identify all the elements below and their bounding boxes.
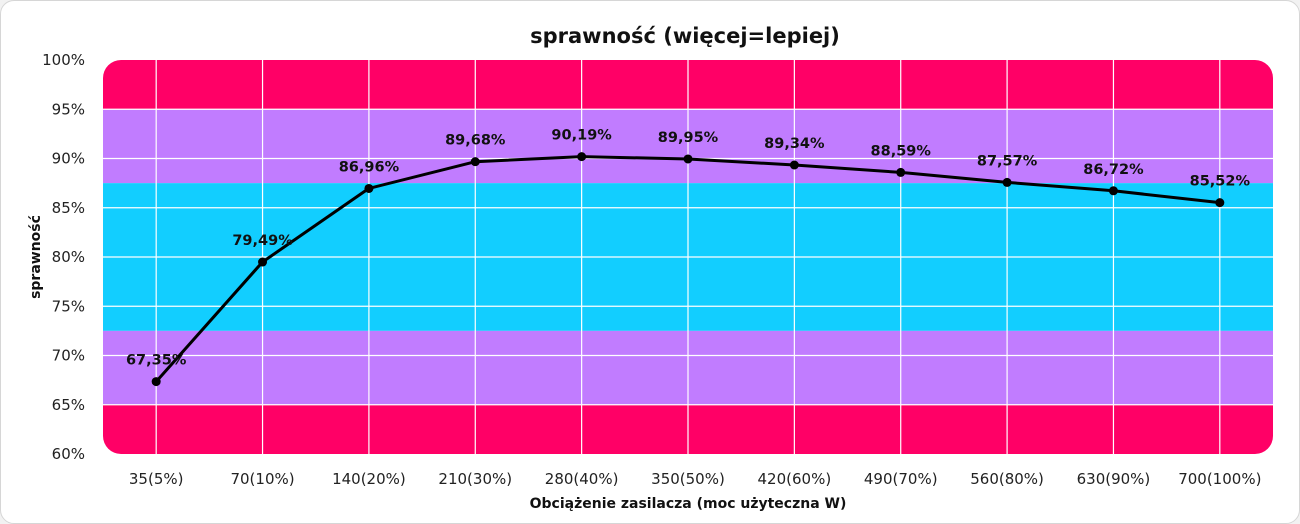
y-tick-label: 100% — [42, 51, 85, 69]
data-label: 85,52% — [1190, 174, 1251, 190]
data-label: 79,49% — [232, 233, 293, 249]
chart-title: sprawność (więcej=lepiej) — [530, 24, 840, 48]
data-label: 89,95% — [658, 130, 719, 146]
y-tick-label: 90% — [52, 150, 85, 168]
data-series — [151, 152, 1225, 387]
x-tick-label: 280(40%) — [545, 470, 619, 488]
y-axis-ticks: 60% 65% 70% 75% 80% 85% 90% 95% 100% — [42, 51, 85, 463]
data-point — [1108, 186, 1118, 196]
data-label: 89,68% — [445, 133, 506, 149]
data-label: 89,34% — [764, 136, 825, 152]
data-label: 86,96% — [339, 159, 400, 175]
y-tick-label: 75% — [52, 297, 85, 315]
x-tick-label: 70(10%) — [230, 470, 294, 488]
x-axis-label: Obciążenie zasilacza (moc użyteczna W) — [530, 496, 847, 512]
data-point — [683, 154, 693, 164]
y-tick-label: 70% — [52, 347, 85, 365]
grid-lines — [103, 60, 1273, 454]
data-label: 86,72% — [1083, 162, 1144, 178]
x-tick-label: 630(90%) — [1077, 470, 1151, 488]
data-point — [151, 377, 161, 387]
x-tick-label: 490(70%) — [864, 470, 938, 488]
x-tick-label: 700(100%) — [1178, 470, 1261, 488]
data-point — [577, 152, 587, 162]
data-point — [364, 183, 374, 193]
data-label: 87,57% — [977, 153, 1038, 169]
x-tick-label: 35(5%) — [129, 470, 184, 488]
x-tick-label: 350(50%) — [651, 470, 725, 488]
y-tick-label: 95% — [52, 100, 85, 118]
x-axis-ticks: 35(5%) 70(10%) 140(20%) 210(30%) 280(40%) 350… — [129, 470, 1262, 488]
data-point — [1002, 177, 1012, 187]
data-point — [258, 257, 268, 267]
data-label: 90,19% — [551, 128, 612, 144]
x-tick-label: 210(30%) — [438, 470, 512, 488]
y-tick-label: 80% — [52, 248, 85, 266]
data-point — [896, 167, 906, 177]
data-point — [789, 160, 799, 170]
x-tick-label: 140(20%) — [332, 470, 406, 488]
y-axis-label: sprawność — [28, 215, 44, 299]
y-tick-label: 85% — [52, 199, 85, 217]
data-label: 67,35% — [126, 353, 187, 369]
x-tick-label: 560(80%) — [970, 470, 1044, 488]
y-tick-label: 60% — [52, 445, 85, 463]
data-point — [1215, 198, 1225, 208]
data-labels: 67,35% 79,49% 86,96% 89,68% 90,19% 89,95% 89,3… — [126, 128, 1251, 369]
data-label: 88,59% — [871, 143, 932, 159]
data-point — [470, 157, 480, 167]
y-tick-label: 65% — [52, 396, 85, 414]
x-tick-label: 420(60%) — [758, 470, 832, 488]
